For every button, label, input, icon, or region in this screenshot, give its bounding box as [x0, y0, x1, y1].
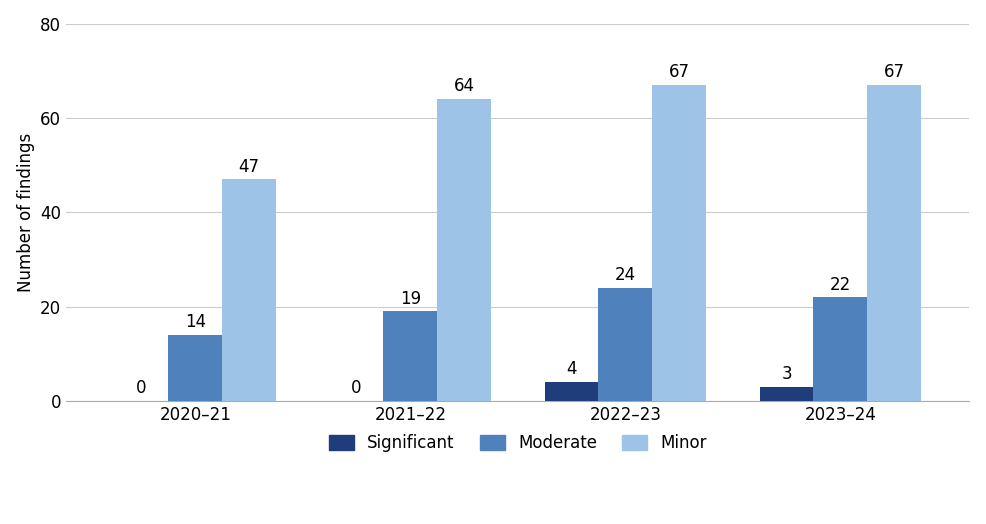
Bar	[759, 387, 813, 401]
Bar	[169, 335, 222, 401]
Text: 0: 0	[136, 379, 147, 397]
Text: 47: 47	[239, 158, 259, 176]
Y-axis label: Number of findings: Number of findings	[17, 133, 35, 292]
Text: 22: 22	[829, 276, 851, 293]
Bar	[384, 311, 437, 401]
Text: 19: 19	[399, 290, 421, 308]
Text: 3: 3	[781, 365, 792, 383]
Bar	[652, 85, 706, 401]
Text: 67: 67	[669, 63, 689, 81]
Bar	[437, 99, 491, 401]
Text: 64: 64	[454, 78, 474, 95]
Text: 4: 4	[566, 361, 577, 378]
Text: 67: 67	[883, 63, 904, 81]
Bar	[813, 297, 868, 401]
Bar	[868, 85, 921, 401]
Legend: Significant, Moderate, Minor: Significant, Moderate, Minor	[320, 426, 715, 461]
Bar	[544, 382, 599, 401]
Text: 24: 24	[614, 266, 636, 284]
Bar	[599, 288, 652, 401]
Bar	[222, 179, 276, 401]
Text: 0: 0	[351, 379, 362, 397]
Text: 14: 14	[184, 313, 206, 331]
